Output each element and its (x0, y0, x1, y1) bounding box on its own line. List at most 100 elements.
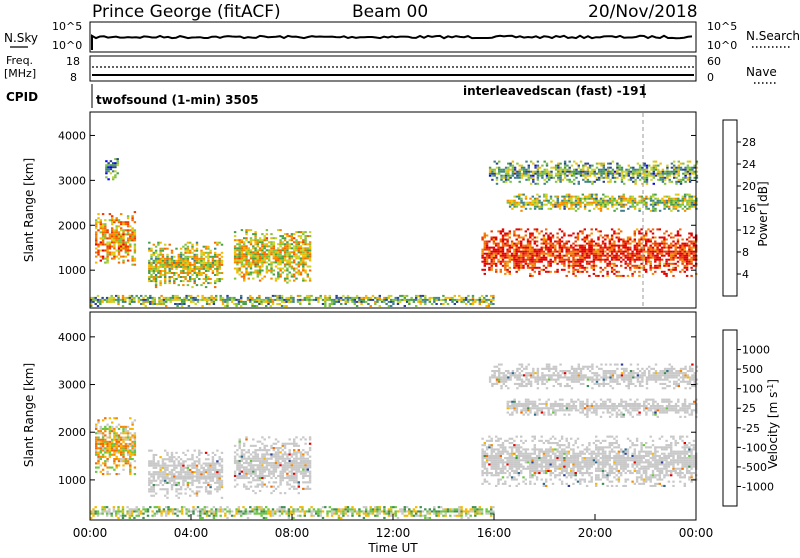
data-cell (678, 161, 680, 163)
data-cell (600, 235, 602, 237)
data-cell (115, 295, 117, 297)
data-cell (178, 264, 180, 266)
data-cell (690, 259, 692, 261)
data-cell (104, 299, 106, 301)
data-cell (569, 179, 571, 181)
data-cell (581, 253, 583, 255)
nsky-trace (92, 36, 692, 50)
data-cell (245, 274, 247, 276)
data-cell (673, 202, 675, 204)
data-cell (275, 458, 277, 460)
data-cell (125, 426, 127, 428)
data-cell (568, 247, 570, 249)
data-cell (250, 481, 252, 483)
data-cell (673, 167, 675, 169)
data-cell (555, 165, 557, 167)
data-cell (184, 266, 186, 268)
data-cell (556, 243, 558, 245)
data-cell (185, 295, 187, 297)
data-cell (559, 241, 561, 243)
data-cell (545, 253, 547, 255)
data-cell (687, 177, 689, 179)
data-cell (221, 471, 223, 473)
data-cell (150, 490, 152, 492)
data-cell (131, 215, 133, 217)
data-cell (187, 268, 189, 270)
data-cell (284, 270, 286, 272)
data-cell (650, 175, 652, 177)
data-cell (264, 438, 266, 440)
data-cell (489, 167, 491, 169)
data-cell (292, 299, 294, 301)
data-cell (184, 260, 186, 262)
data-cell (531, 267, 533, 269)
data-cell (155, 250, 157, 252)
data-cell (507, 173, 509, 175)
data-cell (264, 462, 266, 464)
data-cell (116, 219, 118, 221)
data-cell (245, 237, 247, 239)
data-cell (129, 235, 131, 237)
data-cell (109, 428, 111, 430)
data-cell (577, 237, 579, 239)
data-cell (648, 208, 650, 210)
data-cell (268, 473, 270, 475)
data-cell (543, 239, 545, 241)
data-cell (563, 261, 565, 263)
data-cell (221, 278, 223, 280)
data-cell (162, 467, 164, 469)
data-cell (131, 256, 133, 258)
data-cell (572, 267, 574, 269)
data-cell (122, 301, 124, 303)
data-cell (500, 247, 502, 249)
data-cell (340, 303, 342, 305)
data-cell (527, 263, 529, 265)
data-cell (234, 278, 236, 280)
data-cell (284, 253, 286, 255)
data-cell (654, 194, 656, 196)
data-cell (187, 458, 189, 460)
data-cell (236, 249, 238, 251)
data-cell (556, 255, 558, 257)
data-cell (100, 428, 102, 430)
data-cell (162, 480, 164, 482)
data-cell (120, 229, 122, 231)
data-cell (563, 202, 565, 204)
data-cell (104, 430, 106, 432)
data-cell (213, 297, 215, 299)
data-cell (505, 175, 507, 177)
data-cell (243, 471, 245, 473)
data-cell (273, 251, 275, 253)
data-cell (647, 249, 649, 251)
data-cell (221, 467, 223, 469)
data-cell (241, 263, 243, 265)
data-cell (293, 251, 295, 253)
data-cell (164, 475, 166, 477)
data-cell (426, 299, 428, 301)
data-cell (661, 249, 663, 251)
data-cell (613, 259, 615, 261)
data-cell (690, 235, 692, 237)
data-cell (302, 255, 304, 257)
data-cell (207, 278, 209, 280)
data-cell (509, 273, 511, 275)
data-cell (257, 484, 259, 486)
data-cell (686, 194, 688, 196)
data-cell (219, 478, 221, 480)
data-cell (688, 241, 690, 243)
data-cell (243, 263, 245, 265)
data-cell (116, 225, 118, 227)
data-cell (543, 196, 545, 198)
data-cell (395, 297, 397, 299)
data-cell (194, 272, 196, 274)
data-cell (584, 247, 586, 249)
data-cell (520, 255, 522, 257)
data-cell (219, 482, 221, 484)
data-cell (106, 256, 108, 258)
data-cell (257, 249, 259, 251)
data-cell (638, 230, 640, 232)
data-cell (648, 198, 650, 200)
data-cell (566, 165, 568, 167)
data-cell (155, 493, 157, 495)
data-cell (358, 301, 360, 303)
